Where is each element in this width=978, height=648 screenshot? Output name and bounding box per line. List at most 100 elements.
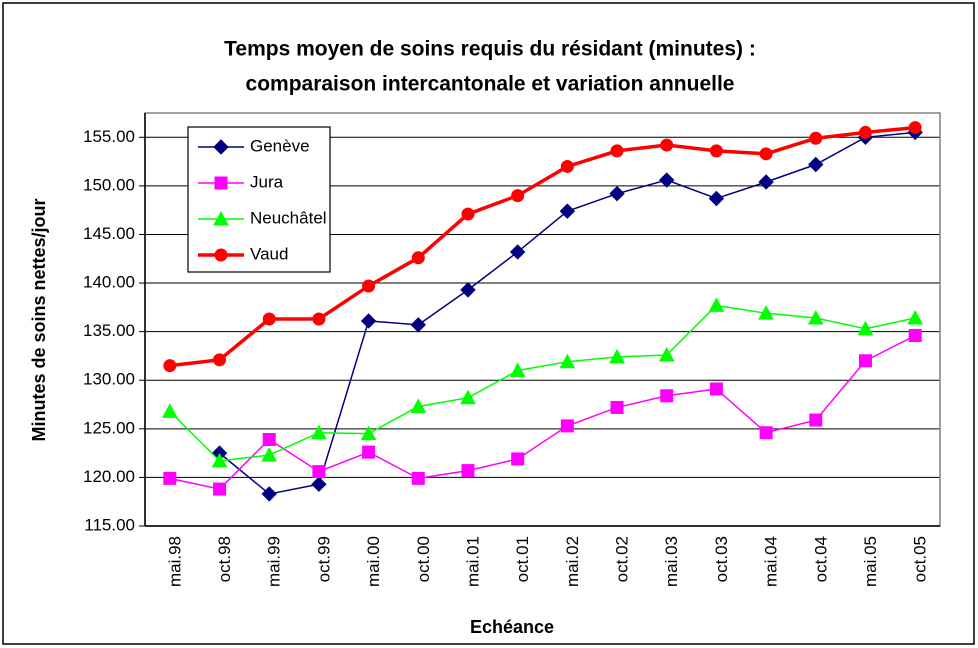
marker bbox=[460, 389, 476, 405]
series-line bbox=[169, 304, 916, 462]
legend-label: Jura bbox=[250, 172, 284, 191]
marker bbox=[857, 320, 874, 336]
y-tick-label: 115.00 bbox=[84, 515, 135, 534]
series-line bbox=[169, 334, 916, 490]
marker bbox=[214, 248, 228, 262]
marker bbox=[311, 476, 327, 492]
x-tick-label: mai.01 bbox=[463, 536, 482, 587]
marker bbox=[162, 403, 178, 418]
x-tick-label: oct.99 bbox=[314, 536, 333, 582]
marker bbox=[362, 445, 376, 459]
y-tick-label: 125.00 bbox=[83, 418, 135, 437]
marker bbox=[411, 251, 425, 265]
marker bbox=[261, 486, 277, 502]
x-tick-label: mai.00 bbox=[364, 536, 383, 587]
y-tick-label: 140.00 bbox=[83, 273, 135, 292]
chart-title: comparaison intercantonale et variation … bbox=[246, 73, 735, 96]
marker bbox=[610, 144, 624, 158]
y-tick-label: 150.00 bbox=[83, 175, 135, 194]
y-tick-label: 130.00 bbox=[83, 370, 135, 389]
marker bbox=[708, 190, 725, 207]
marker bbox=[660, 138, 674, 152]
x-tick-label: mai.98 bbox=[165, 536, 184, 587]
marker bbox=[213, 139, 229, 155]
marker bbox=[559, 203, 576, 219]
legend: Genève Jura Neuchâtel Vaud bbox=[187, 126, 331, 273]
marker bbox=[461, 464, 475, 478]
marker bbox=[311, 424, 327, 440]
x-tick-label: mai.99 bbox=[265, 536, 284, 587]
marker bbox=[509, 362, 526, 378]
legend-label: Neuchâtel bbox=[250, 208, 327, 227]
marker bbox=[509, 244, 526, 260]
marker bbox=[809, 413, 823, 427]
marker bbox=[560, 159, 574, 173]
legend-label: Vaud bbox=[250, 244, 288, 263]
marker bbox=[758, 174, 774, 190]
marker bbox=[709, 382, 723, 396]
x-tick-label: oct.98 bbox=[215, 536, 234, 582]
marker bbox=[908, 329, 922, 343]
marker bbox=[262, 312, 276, 326]
marker bbox=[560, 419, 574, 433]
marker bbox=[858, 125, 872, 139]
x-tick-label: mai.04 bbox=[762, 536, 781, 587]
marker bbox=[609, 348, 625, 364]
y-tick-label: 135.00 bbox=[83, 321, 135, 340]
x-tick-label: oct.02 bbox=[613, 536, 632, 582]
y-tick-label: 120.00 bbox=[83, 467, 135, 486]
x-tick-label: oct.03 bbox=[712, 536, 731, 582]
legend-label: Genève bbox=[250, 136, 310, 155]
marker bbox=[461, 207, 475, 221]
marker bbox=[261, 447, 278, 462]
marker bbox=[213, 482, 227, 496]
marker bbox=[511, 189, 525, 203]
x-tick-label: mai.02 bbox=[563, 536, 582, 587]
marker bbox=[708, 297, 725, 312]
marker bbox=[213, 353, 227, 367]
marker bbox=[312, 312, 326, 326]
marker bbox=[758, 305, 774, 320]
marker bbox=[759, 426, 773, 440]
x-tick-label: oct.01 bbox=[513, 536, 532, 582]
marker bbox=[610, 400, 624, 414]
x-tick-label: mai.03 bbox=[662, 536, 681, 587]
marker bbox=[609, 185, 625, 202]
chart-title: Temps moyen de soins requis du résidant … bbox=[224, 38, 756, 61]
marker bbox=[410, 317, 426, 333]
y-axis-title: Minutes de soins nettes/jour bbox=[29, 198, 49, 441]
series-line bbox=[169, 125, 916, 368]
marker bbox=[360, 425, 377, 441]
y-tick-label: 145.00 bbox=[83, 224, 135, 243]
marker bbox=[759, 147, 773, 161]
x-tick-label: mai.05 bbox=[861, 536, 880, 587]
marker bbox=[658, 346, 675, 362]
y-tick-label: 155.00 bbox=[83, 127, 135, 146]
marker bbox=[709, 144, 723, 158]
marker bbox=[411, 471, 425, 485]
marker bbox=[360, 313, 377, 329]
marker bbox=[559, 353, 576, 369]
marker bbox=[659, 172, 675, 188]
marker bbox=[809, 131, 823, 145]
marker bbox=[807, 309, 824, 325]
marker bbox=[858, 354, 872, 368]
legend-box bbox=[187, 126, 331, 273]
marker bbox=[907, 309, 923, 325]
marker bbox=[410, 398, 427, 413]
x-tick-label: oct.05 bbox=[911, 536, 930, 582]
marker bbox=[213, 210, 229, 226]
x-tick-label: oct.04 bbox=[811, 536, 830, 582]
marker bbox=[511, 452, 525, 466]
marker bbox=[211, 452, 228, 468]
x-axis-title: Echéance bbox=[470, 617, 554, 637]
marker bbox=[312, 465, 326, 479]
marker bbox=[908, 121, 922, 135]
marker bbox=[262, 433, 276, 447]
marker bbox=[362, 279, 376, 293]
marker bbox=[660, 389, 674, 403]
marker bbox=[460, 282, 476, 298]
marker bbox=[163, 359, 177, 373]
marker bbox=[214, 176, 228, 190]
